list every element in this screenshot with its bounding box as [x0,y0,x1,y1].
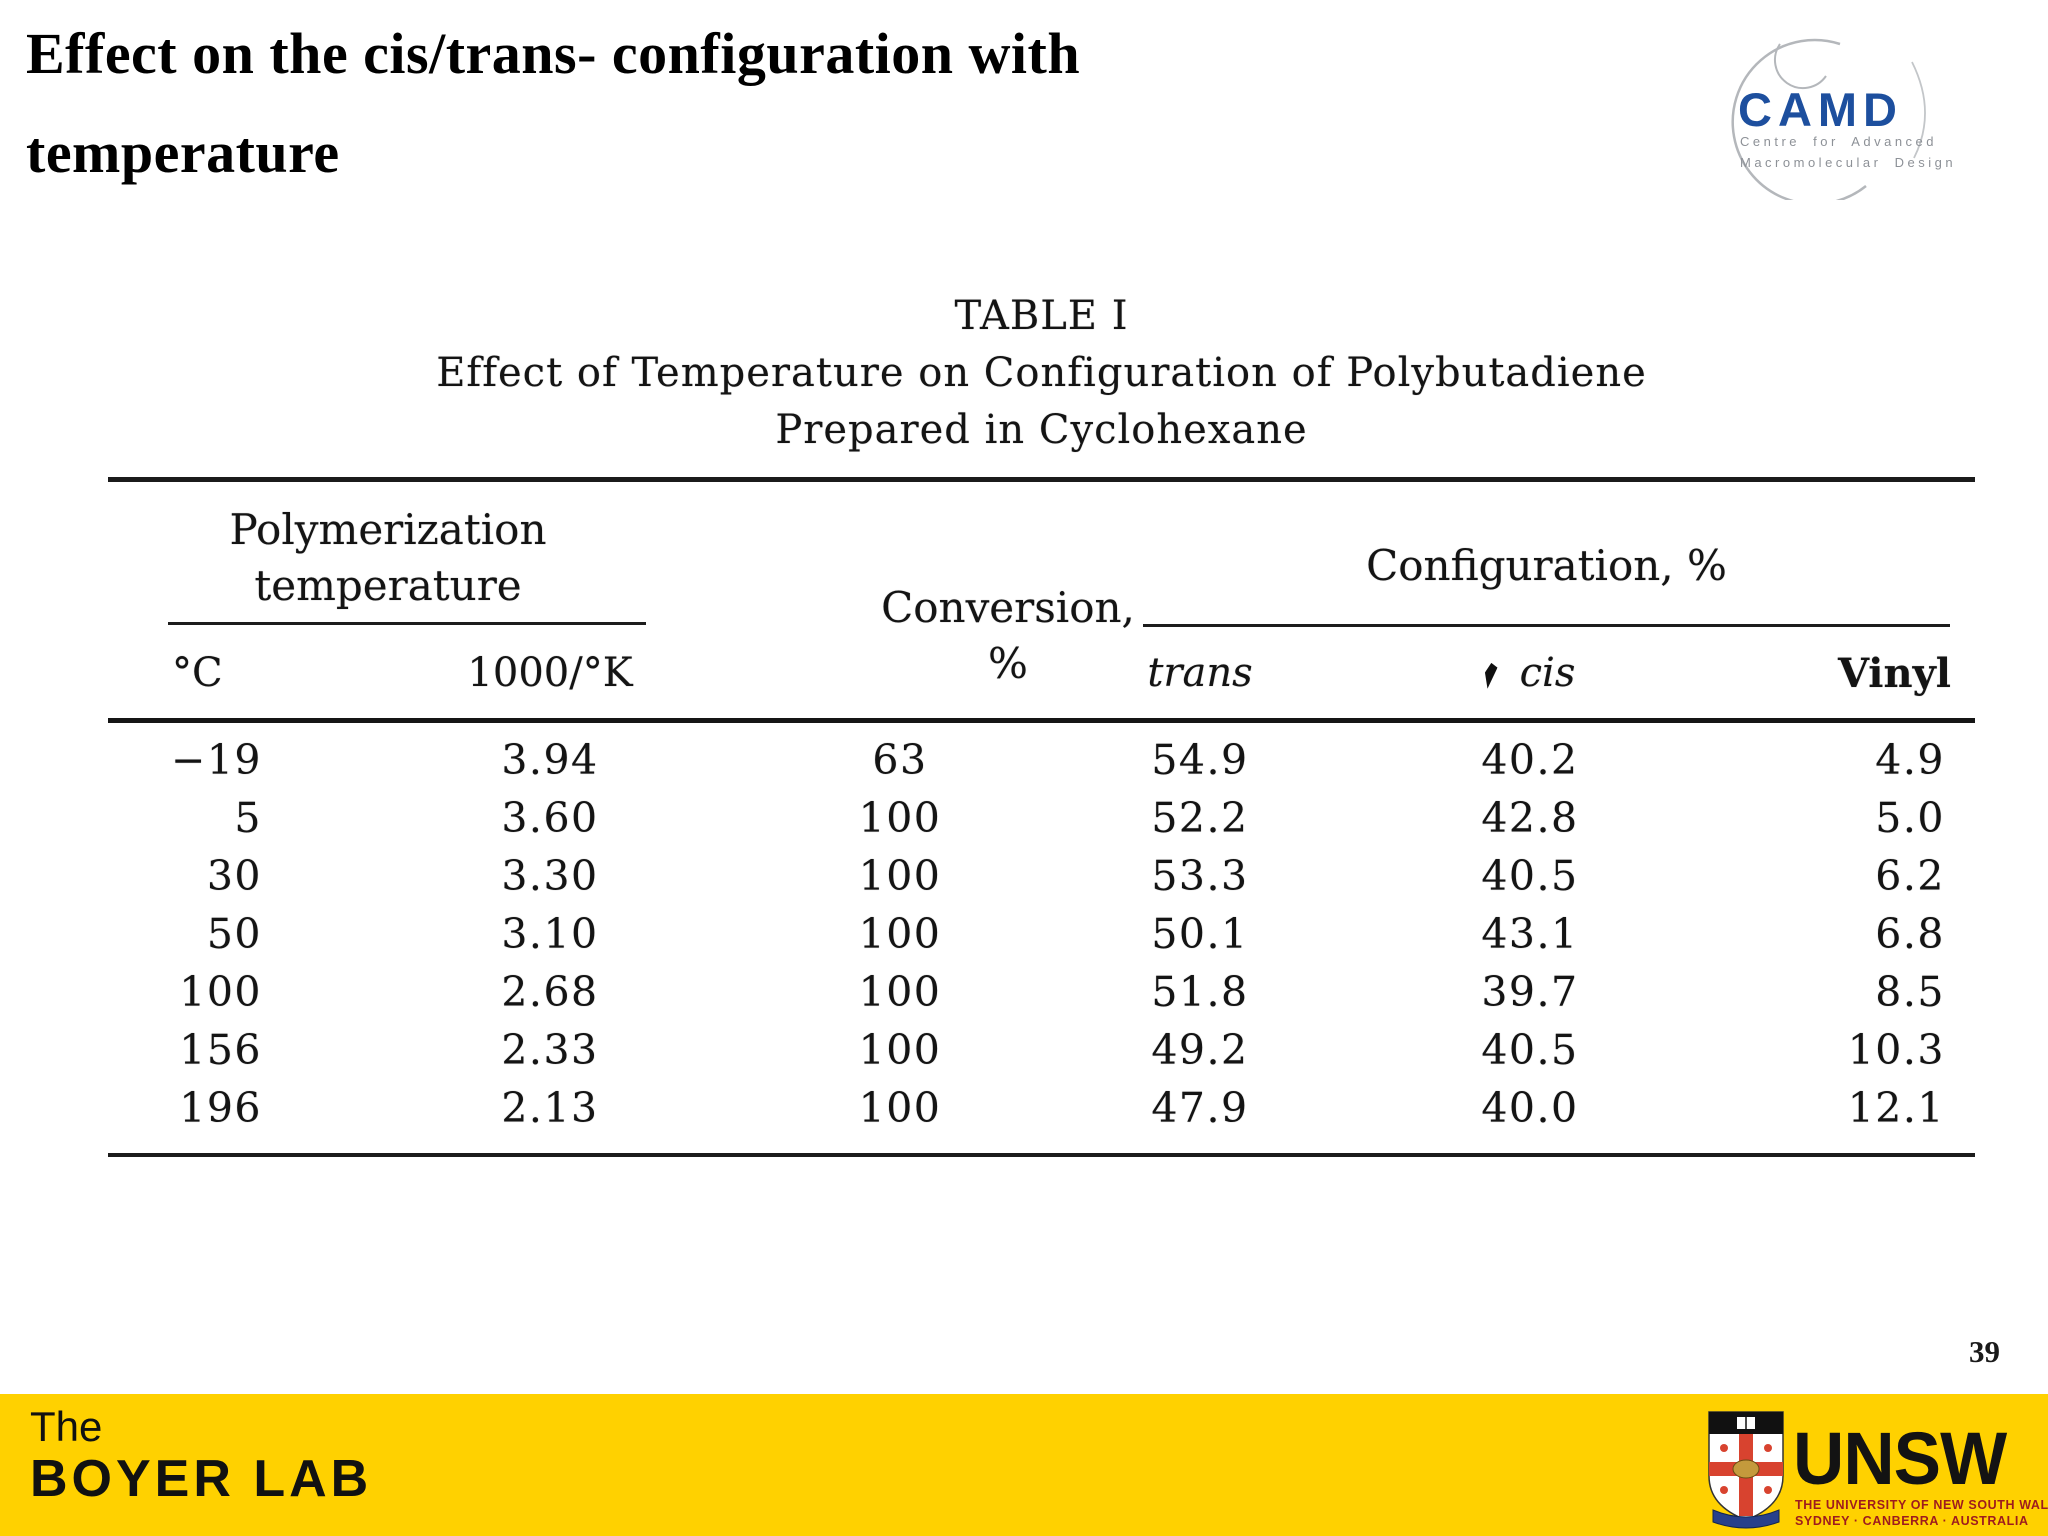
page-number: 39 [1969,1334,2000,1369]
cell-vinyl: 12.1 [1847,1084,1945,1132]
cell-trans: 49.2 [1151,1026,1249,1074]
data-table: Polymerization temperature Conversion, %… [108,477,1975,1157]
cell-cis: 40.5 [1481,1026,1579,1074]
camd-tagline-line1: Centre for Advanced [1740,134,1938,149]
polymerization-underline [168,622,646,625]
camd-wordmark: CAMD [1738,83,1903,136]
group-header-configuration: Configuration, % [1366,541,1727,590]
col-header-1000k: 1000/°K [467,650,633,696]
cell-conversion: 100 [858,794,942,842]
table-bottom-rule [108,1153,1975,1157]
cell-cis: 43.1 [1481,910,1579,958]
cell-vinyl: 10.3 [1847,1026,1945,1074]
cell-temp-c: 196 [179,1084,262,1132]
cell-vinyl: 8.5 [1875,968,1945,1016]
sub-header-row: °C 1000/°K trans cis Vinyl [108,630,1975,716]
group-header-conversion: Conversion, % [881,583,1135,688]
camd-logo: CAMD Centre for Advanced Macromolecular … [1690,22,2042,200]
cell-vinyl: 5.0 [1875,794,1945,842]
camd-swoosh-icon [1731,38,1926,200]
table-row: 196 2.13 100 47.9 40.0 12.1 [108,1079,1975,1137]
col-header-cis: cis [1370,650,1690,696]
unsw-logo: UNSW THE UNIVERSITY OF NEW SOUTH WALES S… [1693,1402,2048,1532]
table-caption-line3: Prepared in Cyclohexane [775,407,1308,453]
cell-temp-c: 30 [206,852,262,900]
slide-title-line2: temperature [26,120,340,185]
cell-trans: 47.9 [1151,1084,1249,1132]
cell-conversion: 100 [858,1084,942,1132]
table-figure: TABLE I Effect of Temperature on Configu… [108,288,1975,1157]
cell-conversion: 100 [858,852,942,900]
footer-bar: The BOYER LAB UNSW THE UNIVERSITY OF NEW… [0,1394,2048,1536]
brand-line2: BOYER LAB [30,1450,373,1508]
cell-trans: 52.2 [1151,794,1249,842]
table-row: −19 3.94 63 54.9 40.2 4.9 [108,731,1975,789]
cell-cis: 40.2 [1481,736,1579,784]
unsw-wordmark: UNSW [1793,1417,2007,1500]
cell-1000k: 2.13 [501,1084,599,1132]
cell-vinyl: 4.9 [1875,736,1945,784]
slide-title-line1: Effect on the cis/trans- configuration w… [26,21,1081,86]
camd-tagline-line2: Macromolecular Design [1740,155,1957,170]
unsw-subline1: THE UNIVERSITY OF NEW SOUTH WALES [1795,1498,2048,1512]
table-row: 50 3.10 100 50.1 43.1 6.8 [108,905,1975,963]
cell-cis: 39.7 [1481,968,1579,1016]
cell-cis: 42.8 [1481,794,1579,842]
cell-1000k: 2.68 [501,968,599,1016]
col-header-temp-c: °C [172,650,223,696]
cell-temp-c: 156 [179,1026,262,1074]
cell-conversion: 100 [858,910,942,958]
cell-1000k: 3.94 [501,736,599,784]
table-row: 5 3.60 100 52.2 42.8 5.0 [108,789,1975,847]
cell-vinyl: 6.8 [1875,910,1945,958]
group-header-polymerization: Polymerization temperature [229,505,547,610]
slide-title: Effect on the cis/trans- configuration w… [26,4,1080,202]
configuration-underline [1143,624,1950,627]
cell-temp-c: 5 [234,794,262,842]
boyer-lab-brand: The BOYER LAB [30,1403,373,1509]
table-caption-line2: Effect of Temperature on Configuration o… [436,350,1647,396]
cell-trans: 54.9 [1151,736,1249,784]
unsw-shield-icon [1708,1411,1784,1529]
cell-1000k: 3.60 [501,794,599,842]
table-row: 156 2.33 100 49.2 40.5 10.3 [108,1021,1975,1079]
table-row: 30 3.30 100 53.3 40.5 6.2 [108,847,1975,905]
cell-1000k: 3.10 [501,910,599,958]
table-body: −19 3.94 63 54.9 40.2 4.9 5 3.60 100 52.… [108,723,1975,1153]
cell-temp-c: 100 [179,968,262,1016]
table-row: 100 2.68 100 51.8 39.7 8.5 [108,963,1975,1021]
cell-temp-c: 50 [206,910,262,958]
cell-trans: 51.8 [1151,968,1249,1016]
cell-conversion: 100 [858,968,942,1016]
cell-cis: 40.5 [1481,852,1579,900]
brand-line1: The [30,1403,103,1450]
table-caption-title: TABLE I [954,293,1129,339]
cell-1000k: 3.30 [501,852,599,900]
col-header-trans: trans [1147,650,1253,696]
cell-temp-c: −19 [170,736,262,784]
cell-cis: 40.0 [1481,1084,1579,1132]
cell-trans: 53.3 [1151,852,1249,900]
cell-trans: 50.1 [1151,910,1249,958]
cell-conversion: 100 [858,1026,942,1074]
cell-conversion: 63 [872,736,928,784]
table-header: Polymerization temperature Conversion, %… [108,482,1975,723]
cell-vinyl: 6.2 [1875,852,1945,900]
cell-1000k: 2.33 [501,1026,599,1074]
unsw-subline2: SYDNEY · CANBERRA · AUSTRALIA [1795,1514,2029,1528]
col-header-vinyl: Vinyl [1837,649,1951,697]
ink-blot-mark [1481,662,1498,690]
